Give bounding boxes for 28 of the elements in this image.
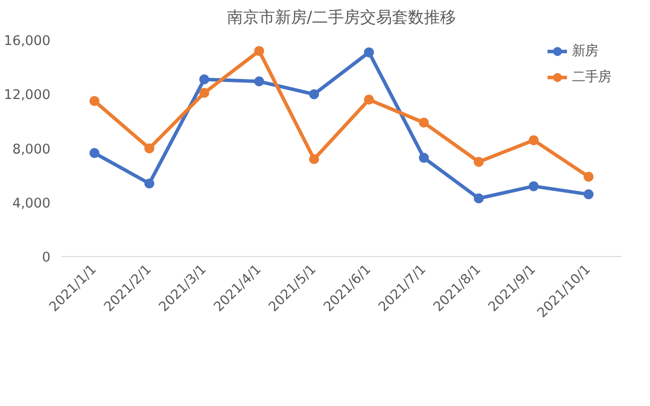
point [144,143,154,154]
y-tick-label: 8,000 [12,142,50,158]
point [418,152,429,163]
point [89,96,100,106]
point [418,118,429,128]
legend-label: 新房 [572,42,598,60]
y-tick-label: 12,000 [4,88,51,104]
point [254,76,264,86]
legend-label: 二手房 [572,68,611,86]
y-tick-label: 0 [42,250,51,266]
y-tick-label: 4,000 [12,196,50,212]
chart-title: 南京市新房/二手房交易套数推移 [226,8,456,26]
point [584,172,594,182]
point [199,74,210,84]
point [528,181,539,192]
point [528,135,539,146]
point [364,94,374,105]
y-tick-label: 16,000 [4,34,51,50]
point [254,46,264,56]
point [364,47,374,58]
point [199,88,210,98]
point [309,89,320,100]
point [144,178,154,188]
point [474,193,484,204]
point [309,154,320,164]
point [89,148,100,158]
point [584,189,594,200]
point [474,156,484,167]
